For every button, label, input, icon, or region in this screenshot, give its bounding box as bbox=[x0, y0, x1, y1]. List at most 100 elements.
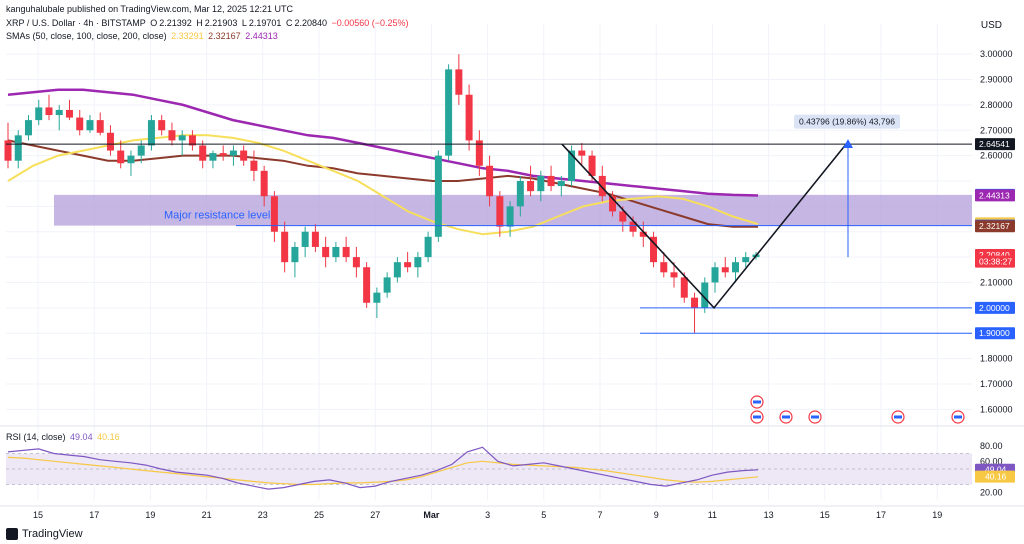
time-tick: 13 bbox=[764, 510, 774, 520]
candle-body bbox=[424, 236, 432, 258]
price-tick: 2.70000 bbox=[980, 125, 1013, 135]
rsi-legend[interactable]: RSI (14, close) 49.04 40.16 bbox=[6, 432, 122, 442]
low-value: 2.19701 bbox=[248, 18, 282, 28]
candle-body bbox=[106, 132, 114, 151]
candle-body bbox=[158, 120, 166, 131]
event-markers bbox=[750, 395, 965, 424]
candle-body bbox=[568, 150, 576, 181]
candle-body bbox=[76, 117, 84, 131]
candle-body bbox=[178, 135, 186, 141]
candle-body bbox=[455, 69, 463, 95]
sma200-value: 2.44313 bbox=[245, 31, 278, 41]
candle-body bbox=[639, 231, 647, 237]
candle-body bbox=[35, 107, 43, 121]
sma50-line bbox=[7, 134, 759, 236]
candle-body bbox=[332, 246, 340, 258]
candle-body bbox=[527, 180, 535, 192]
event-flag-stripe bbox=[753, 415, 761, 419]
candle-body bbox=[137, 145, 145, 156]
price-badge-text: 2.00000 bbox=[979, 303, 1010, 313]
time-tick: 19 bbox=[145, 510, 155, 520]
candle-body bbox=[373, 292, 381, 303]
rsi-label: RSI (14, close) bbox=[6, 432, 66, 442]
price-badge bbox=[975, 138, 1015, 151]
candle-body bbox=[45, 107, 53, 116]
rsi-badge-text: 40.16 bbox=[985, 472, 1007, 482]
candle-body bbox=[598, 175, 606, 197]
sma50-value: 2.33291 bbox=[171, 31, 204, 41]
candle-body bbox=[383, 277, 391, 293]
event-flag-stripe bbox=[753, 400, 761, 404]
candle-body bbox=[588, 155, 596, 176]
candle-body bbox=[496, 196, 504, 227]
candle-body bbox=[147, 120, 155, 146]
time-axis: 15 17 19 21 23 25 27 Mar 3 5 7 9 11 13 15 17 19 bbox=[33, 510, 942, 520]
rsi-ma-line bbox=[7, 456, 759, 486]
candle-body bbox=[465, 94, 473, 141]
candle-body bbox=[96, 120, 104, 133]
candle-body bbox=[322, 246, 330, 258]
tradingview-logo-icon bbox=[6, 528, 18, 540]
candle-body bbox=[486, 165, 494, 197]
candle-body bbox=[516, 180, 524, 207]
symbol-title[interactable]: XRP / U.S. Dollar · 4h · BITSTAMP bbox=[6, 18, 146, 28]
candle-body bbox=[311, 231, 319, 247]
price-tick: 1.60000 bbox=[980, 404, 1013, 414]
candle-body bbox=[680, 277, 688, 298]
candle-body bbox=[65, 109, 73, 118]
change-value: −0.00560 (−0.25%) bbox=[331, 18, 409, 28]
candle-body bbox=[742, 257, 750, 263]
time-tick: 5 bbox=[541, 510, 546, 520]
candle-body bbox=[117, 150, 125, 164]
price-badge bbox=[975, 189, 1015, 202]
rsi-tick: 60.00 bbox=[980, 456, 1003, 466]
trend-drawings: 0.43796 (19.86%) 43,796 bbox=[6, 114, 972, 334]
candle-body bbox=[660, 262, 668, 273]
price-badge-text: 2.20840 bbox=[979, 250, 1010, 260]
candle-body bbox=[55, 109, 63, 116]
price-tick: 2.90000 bbox=[980, 75, 1013, 85]
candle-body bbox=[393, 262, 401, 278]
high-value: 2.21903 bbox=[204, 18, 238, 28]
candle-body bbox=[537, 175, 545, 192]
resistance-label: Major resistance level bbox=[164, 210, 270, 222]
candle-body bbox=[547, 175, 555, 187]
open-value: 2.21392 bbox=[159, 18, 192, 28]
candle-body bbox=[168, 130, 176, 141]
price-badge bbox=[975, 220, 1015, 233]
price-tick: 1.70000 bbox=[980, 379, 1013, 389]
candle-body bbox=[578, 150, 586, 156]
time-tick: 17 bbox=[89, 510, 99, 520]
candle-body bbox=[352, 257, 360, 268]
chart-grid bbox=[0, 24, 1024, 507]
rsi-line bbox=[7, 446, 759, 490]
sma-legend[interactable]: SMAs (50, close, 100, close, 200, close)… bbox=[6, 31, 280, 41]
candle-body bbox=[445, 69, 453, 156]
low-label: L bbox=[241, 18, 247, 28]
rsi-ma-value: 40.16 bbox=[97, 432, 120, 442]
candle-body bbox=[650, 236, 658, 263]
publisher-line: kanguhalubale published on TradingView.c… bbox=[6, 4, 294, 14]
v-pattern bbox=[561, 143, 847, 310]
close-label: C bbox=[285, 18, 293, 28]
measure-arrowhead bbox=[843, 139, 853, 149]
candle-body bbox=[291, 246, 299, 263]
tradingview-footer[interactable]: TradingView bbox=[6, 528, 83, 540]
time-tick: Mar bbox=[423, 510, 440, 520]
candle-body bbox=[434, 155, 442, 237]
event-flag-stripe bbox=[894, 415, 902, 419]
time-tick: 3 bbox=[485, 510, 490, 520]
candle-body bbox=[260, 170, 268, 197]
time-tick: 15 bbox=[33, 510, 43, 520]
price-badge-text: 2.64541 bbox=[979, 139, 1010, 149]
measure-box bbox=[794, 114, 900, 129]
candle-body bbox=[127, 155, 135, 164]
high-label: H bbox=[196, 18, 203, 28]
candle-body bbox=[711, 267, 719, 283]
candle-body bbox=[414, 257, 422, 268]
time-tick: 25 bbox=[314, 510, 324, 520]
price-badge-text: 03:38:27 bbox=[979, 257, 1012, 267]
candle-body bbox=[270, 196, 278, 232]
